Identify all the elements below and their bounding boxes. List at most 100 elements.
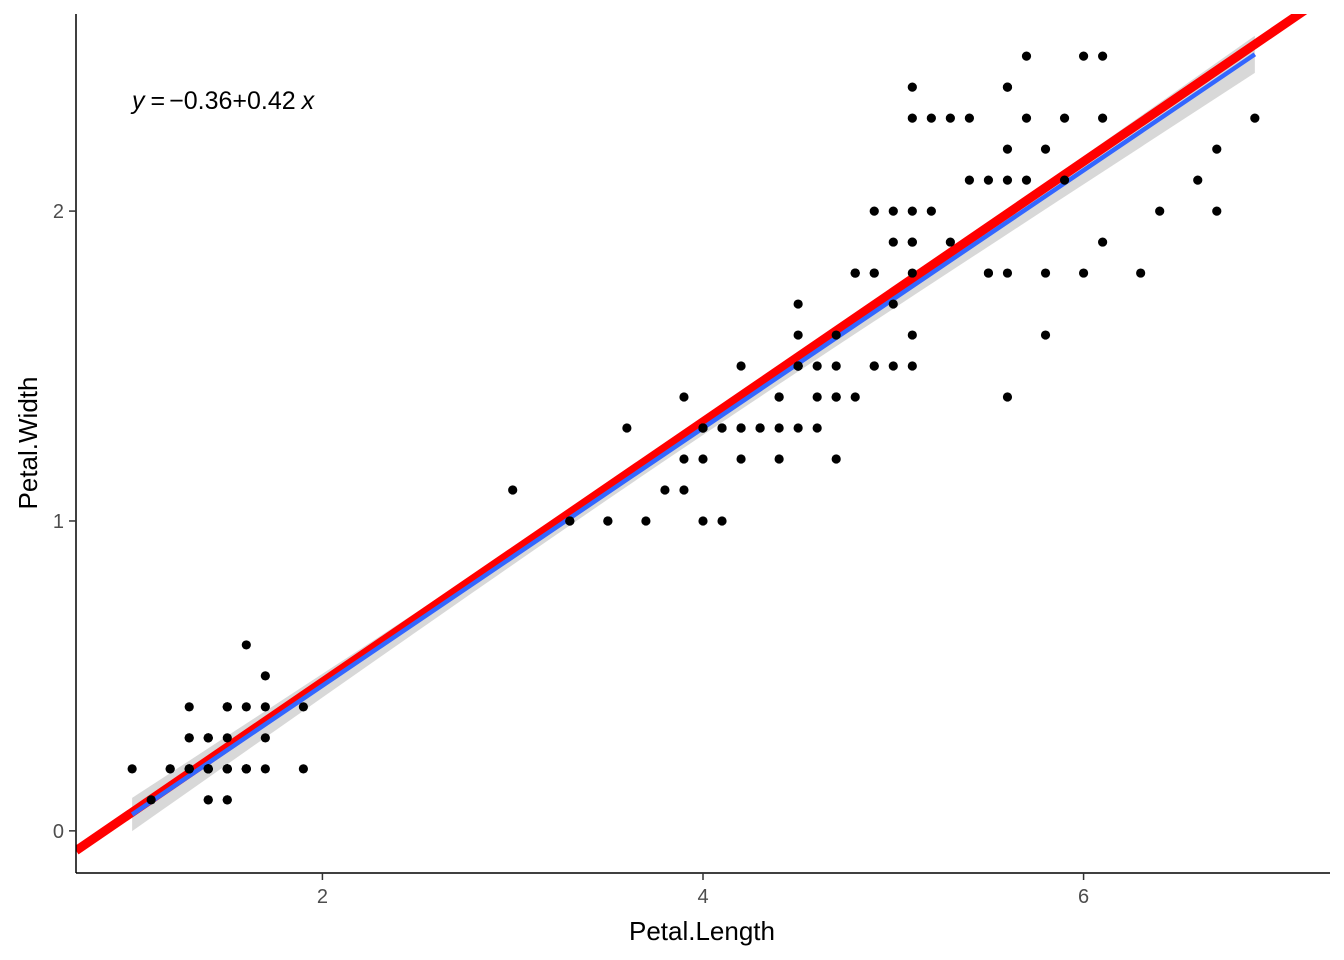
data-point: [736, 454, 746, 464]
equation-slope: 0.42: [247, 87, 296, 115]
data-point: [1098, 51, 1108, 61]
data-point: [907, 206, 917, 216]
data-point: [698, 516, 708, 526]
data-point: [203, 733, 213, 743]
data-point: [260, 764, 270, 774]
equation-plus: +: [232, 87, 247, 115]
x-tick-label: 2: [317, 886, 328, 908]
axes: 2 4 6 0 1 2: [53, 14, 1330, 908]
data-point: [1212, 206, 1222, 216]
data-point: [1040, 268, 1051, 278]
data-point: [755, 423, 765, 433]
reference-line: [76, 14, 1308, 855]
data-point: [793, 361, 803, 371]
equation-y: y: [130, 87, 146, 115]
data-point: [888, 299, 898, 309]
x-axis-title: Petal.Length: [629, 916, 775, 946]
data-point: [603, 516, 613, 526]
data-point: [565, 516, 575, 526]
data-point: [203, 764, 213, 774]
data-point: [831, 392, 841, 402]
data-point: [508, 485, 518, 495]
data-point: [926, 113, 936, 123]
data-point: [222, 764, 232, 774]
data-point: [622, 423, 632, 433]
data-point: [945, 113, 955, 123]
data-point: [260, 671, 270, 681]
x-tick-label: 6: [1078, 886, 1089, 908]
data-point: [1098, 237, 1108, 247]
data-point: [983, 268, 994, 278]
data-point: [1002, 144, 1013, 154]
data-point: [869, 361, 879, 371]
data-point: [888, 361, 898, 371]
data-point: [222, 733, 232, 743]
data-point: [1059, 175, 1070, 185]
data-point: [1078, 268, 1089, 278]
data-point: [850, 392, 860, 402]
data-point: [298, 764, 308, 774]
data-point: [260, 702, 270, 712]
data-point: [1136, 268, 1146, 278]
y-tick-label: 0: [53, 821, 64, 843]
regression-equation: y = −0.36+0.42 x: [130, 87, 316, 115]
data-point: [679, 392, 689, 402]
data-point: [907, 268, 917, 278]
data-point: [831, 361, 841, 371]
data-point: [736, 361, 746, 371]
data-point: [679, 485, 689, 495]
data-point: [698, 454, 708, 464]
data-point: [184, 702, 194, 712]
data-point: [812, 392, 822, 402]
data-point: [1155, 206, 1165, 216]
data-point: [1021, 113, 1032, 123]
data-point: [222, 702, 232, 712]
data-point: [793, 423, 803, 433]
data-point: [1212, 144, 1222, 154]
data-point: [1250, 113, 1260, 123]
data-point: [241, 640, 251, 650]
y-tick-label: 1: [53, 511, 64, 533]
data-point: [165, 764, 175, 774]
plot-panel: [76, 14, 1308, 855]
data-point: [241, 702, 251, 712]
y-axis-title: Petal.Width: [13, 377, 43, 510]
data-point: [679, 454, 689, 464]
data-point: [1021, 175, 1032, 185]
data-point: [1040, 330, 1051, 340]
data-point: [1059, 113, 1070, 123]
data-point: [184, 733, 194, 743]
data-point: [127, 764, 137, 774]
data-point: [1193, 175, 1203, 185]
data-point: [793, 299, 803, 309]
data-point: [660, 485, 670, 495]
data-point: [869, 206, 879, 216]
data-point: [888, 237, 898, 247]
data-point: [964, 175, 975, 185]
data-point: [203, 795, 213, 805]
data-point: [184, 764, 194, 774]
data-point: [1002, 268, 1013, 278]
data-point: [1098, 113, 1108, 123]
data-point: [869, 268, 879, 278]
data-point: [812, 361, 822, 371]
data-point: [964, 113, 975, 123]
data-point: [774, 392, 784, 402]
data-point: [698, 423, 708, 433]
equation-x: x: [301, 87, 316, 115]
data-point: [907, 237, 917, 247]
equation-minus: −: [169, 87, 184, 115]
data-point: [793, 330, 803, 340]
data-point: [907, 361, 917, 371]
data-point: [831, 454, 841, 464]
data-point: [831, 330, 841, 340]
equation-equals: =: [151, 87, 166, 115]
data-point: [717, 423, 727, 433]
data-point: [983, 175, 994, 185]
data-point: [717, 516, 727, 526]
data-point: [222, 795, 232, 805]
data-point: [241, 764, 251, 774]
equation-intercept: 0.36: [184, 87, 233, 115]
data-point: [774, 423, 784, 433]
data-point: [850, 268, 860, 278]
